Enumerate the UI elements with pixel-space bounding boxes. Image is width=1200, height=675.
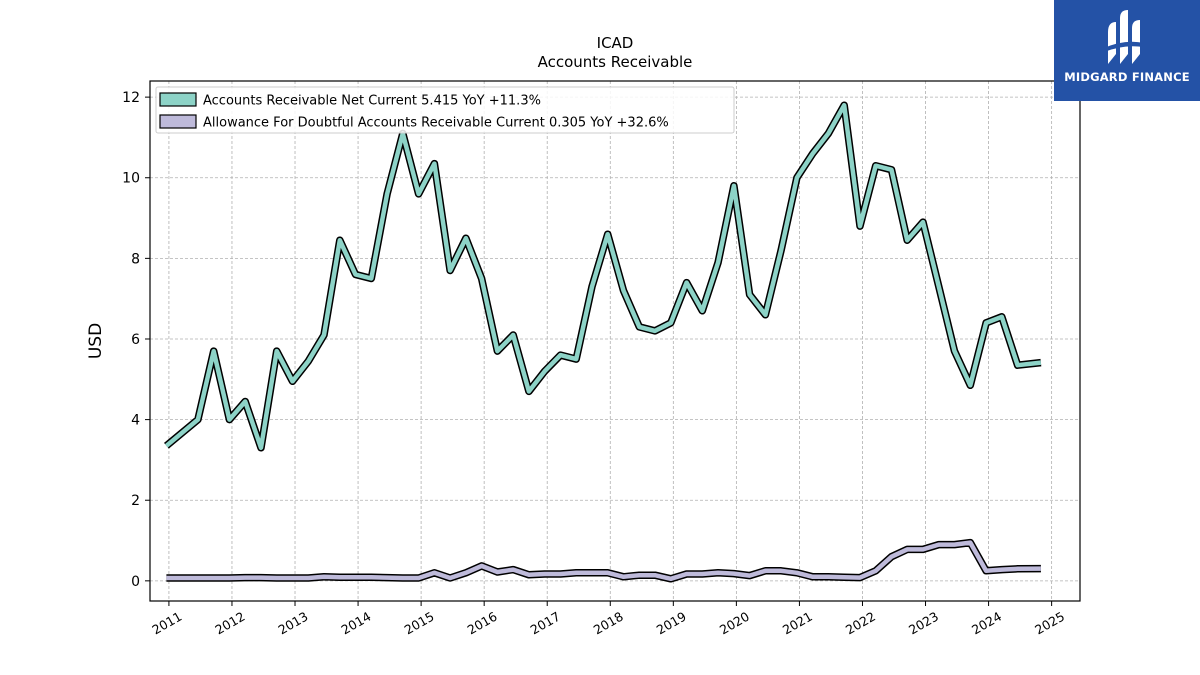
x-tick-label: 2021 <box>780 609 815 638</box>
chart-subtitle: Accounts Receivable <box>538 53 693 71</box>
series-2-line <box>166 540 1041 582</box>
y-tick-label: 6 <box>131 332 140 348</box>
y-tick-label: 10 <box>122 171 140 187</box>
legend-label-2: Allowance For Doubtful Accounts Receivab… <box>203 116 669 131</box>
plot-frame <box>149 80 1081 602</box>
legend-swatch-1 <box>159 92 197 107</box>
y-tick-label: 2 <box>131 493 140 509</box>
y-tick-label: 4 <box>131 413 140 429</box>
x-tick-label: 2016 <box>465 609 500 638</box>
x-tick-label: 2018 <box>591 609 626 638</box>
x-tick-label: 2019 <box>654 609 689 638</box>
x-tick-label: 2014 <box>339 609 374 638</box>
y-tick-label: 12 <box>122 90 140 106</box>
brand-logo-icon <box>1104 10 1148 64</box>
series-1-line <box>164 102 1042 451</box>
x-tick-label: 2013 <box>275 609 310 638</box>
x-tick-label: 2020 <box>717 609 752 638</box>
legend-frame <box>155 86 735 134</box>
x-tick-label: 2017 <box>528 609 563 638</box>
chart-title: ICAD <box>597 34 634 52</box>
x-tick-label: 2024 <box>969 609 1004 638</box>
brand-logo: MIDGARD FINANCE <box>1054 0 1200 101</box>
x-tick-label: 2025 <box>1032 609 1067 638</box>
y-tick-label: 0 <box>131 574 140 590</box>
grid-layer <box>150 81 1080 601</box>
series-layer <box>164 101 1042 583</box>
brand-name: MIDGARD FINANCE <box>1064 70 1190 84</box>
x-tick-label: 2022 <box>843 609 878 638</box>
x-tick-label: 2012 <box>212 609 247 638</box>
y-axis-label: USD <box>86 323 106 359</box>
axes-layer: 2011 2012 2013 2014 2015 2016 2017 2018 2019 2020… <box>122 80 1081 638</box>
y-tick-label: 8 <box>131 251 140 267</box>
legend: Accounts Receivable Net Current 5.415 Yo… <box>155 86 735 134</box>
series-1-outline <box>164 101 1042 452</box>
x-tick-label: 2011 <box>149 609 184 638</box>
x-tick-label: 2023 <box>906 609 941 638</box>
x-tick-label: 2015 <box>402 609 437 638</box>
legend-label-1: Accounts Receivable Net Current 5.415 Yo… <box>203 94 541 109</box>
legend-swatch-2 <box>159 114 197 129</box>
